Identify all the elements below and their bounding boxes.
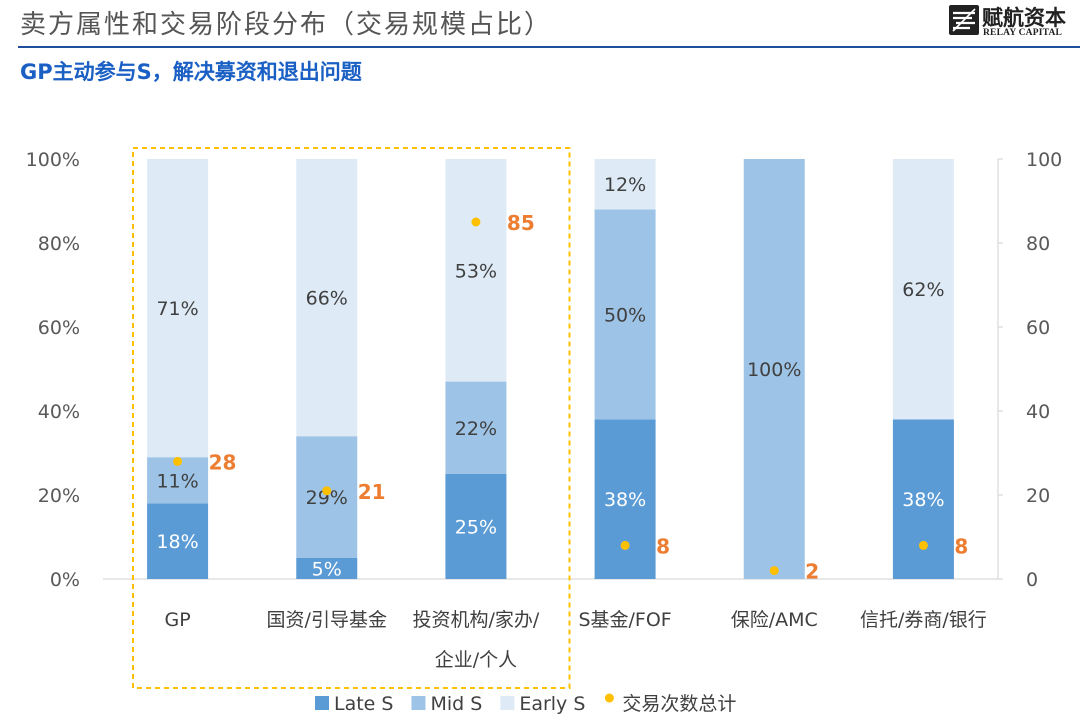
bar-data-label: 38% — [902, 489, 944, 511]
mid-s-bar — [445, 381, 507, 474]
bar-data-label: 100% — [747, 359, 801, 381]
late-s-bar — [147, 503, 209, 579]
mid-s-bar — [594, 209, 656, 420]
y2-tick-label: 40 — [1026, 401, 1050, 423]
late-s-bar — [296, 558, 358, 579]
legend-swatch — [315, 696, 329, 710]
bar-data-label: 38% — [604, 489, 646, 511]
deal-count-label: 8 — [954, 534, 968, 558]
early-s-bar — [445, 159, 507, 382]
bar-data-label: 22% — [455, 418, 497, 440]
x-category-label: 保险/AMC — [731, 609, 818, 631]
y-tick-label: 60% — [38, 317, 80, 339]
logo-text-en: RELAY CAPITAL — [983, 28, 1063, 38]
bar-data-label: 5% — [312, 559, 342, 581]
deal-count-point — [471, 217, 481, 227]
y2-tick-label: 100 — [1026, 149, 1062, 171]
legend-swatch — [500, 696, 515, 710]
page-subtitle: GP主动参与S，解决募资和退出问题 — [20, 60, 362, 84]
bar-data-label: 66% — [306, 288, 348, 310]
x-category-label: S基金/FOF — [578, 609, 671, 631]
deal-count-label: 28 — [209, 450, 237, 474]
deal-count-label: 8 — [656, 534, 670, 558]
bar-data-label: 62% — [902, 279, 944, 301]
x-category-label: 国资/引导基金 — [267, 609, 387, 631]
y-tick-label: 100% — [26, 149, 80, 171]
bar-data-label: 11% — [156, 470, 198, 492]
highlight-box — [132, 147, 571, 689]
logo-text-cn: 赋航资本 — [982, 5, 1066, 30]
early-s-bar — [147, 159, 209, 458]
bar-data-label: 29% — [306, 487, 348, 509]
bar-data-label: 25% — [455, 517, 497, 539]
bar-data-label: 50% — [604, 304, 646, 326]
y2-tick-label: 20 — [1026, 485, 1050, 507]
bar-data-label: 53% — [455, 260, 497, 282]
deal-count-label: 21 — [358, 480, 386, 504]
relay-capital-logo-icon — [949, 5, 979, 35]
deal-count-point — [322, 486, 332, 496]
late-s-bar — [892, 419, 954, 579]
early-s-bar — [296, 159, 358, 437]
legend-swatch — [411, 696, 426, 710]
y-tick-label: 20% — [38, 485, 80, 507]
y-tick-label: 80% — [38, 233, 80, 255]
y2-tick-label: 60 — [1026, 317, 1050, 339]
x-category-label: 投资机构/家办/ — [413, 609, 540, 631]
y-tick-label: 40% — [38, 401, 80, 423]
deal-count-point — [173, 456, 183, 466]
legend-label: Mid S — [430, 693, 482, 715]
title-divider — [18, 46, 1080, 48]
deal-count-point — [620, 540, 630, 550]
early-s-bar — [594, 159, 656, 210]
y2-tick-label: 80 — [1026, 233, 1050, 255]
y-tick-label: 0% — [50, 569, 80, 591]
bar-data-label: 18% — [156, 531, 198, 553]
bar-data-label: 71% — [156, 298, 198, 320]
legend-label: Early S — [519, 693, 585, 715]
x-category-label: GP — [164, 609, 190, 631]
page-title: 卖方属性和交易阶段分布（交易规模占比） — [20, 10, 553, 40]
legend-swatch — [604, 693, 614, 703]
deal-count-point — [769, 566, 779, 576]
brand-logo: 赋航资本 RELAY CAPITAL — [948, 2, 1080, 42]
mid-s-bar — [296, 436, 358, 558]
deal-count-point — [918, 540, 928, 550]
legend-label: 交易次数总计 — [622, 693, 736, 715]
deal-count-label: 85 — [507, 211, 535, 235]
bar-data-label: 12% — [604, 174, 646, 196]
mid-s-bar — [743, 159, 805, 579]
x-category-label: 企业/个人 — [435, 649, 517, 671]
deal-count-label: 2 — [805, 560, 819, 584]
legend-label: Late S — [334, 693, 393, 715]
early-s-bar — [892, 159, 954, 420]
late-s-bar — [594, 419, 656, 579]
y2-tick-label: 0 — [1026, 569, 1038, 591]
late-s-bar — [445, 474, 507, 579]
x-category-label: 信托/券商/银行 — [860, 609, 987, 631]
